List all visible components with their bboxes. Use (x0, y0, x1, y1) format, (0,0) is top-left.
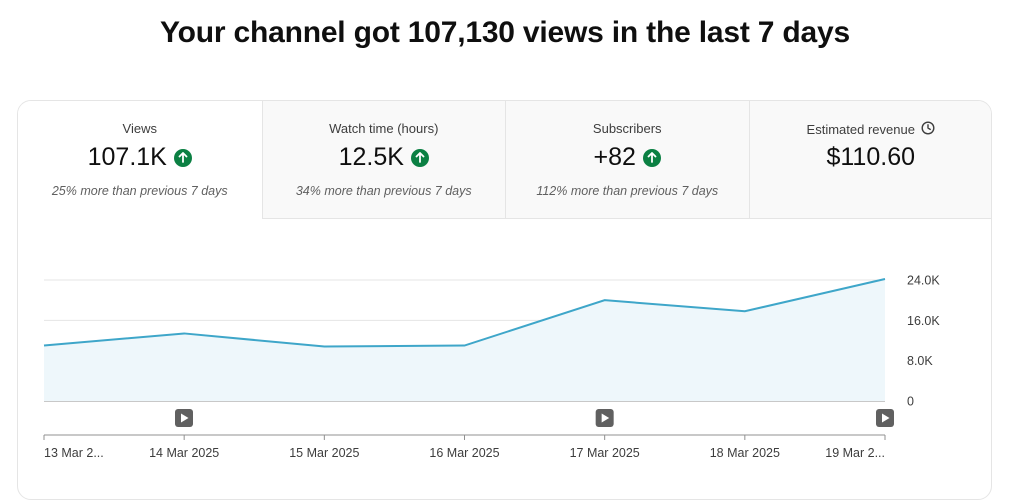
chart-area-fill (44, 278, 885, 401)
x-tick-label: 16 Mar 2025 (429, 446, 499, 460)
y-tick-label: 16.0K (907, 314, 940, 328)
tab-estimated-revenue[interactable]: Estimated revenue $110.60 (748, 101, 991, 219)
arrow-up-icon (173, 148, 192, 167)
video-marker-icon[interactable] (175, 409, 193, 427)
tab-comparison-note: 34% more than previous 7 days (295, 184, 472, 198)
x-tick-label: 13 Mar 2... (44, 446, 104, 460)
video-markers (175, 409, 894, 427)
views-chart: 24.0K 16.0K 8.0K 0 13 Mar 2... 14 Mar 2025 15… (43, 274, 940, 460)
x-tick-label: 18 Mar 2025 (710, 446, 780, 460)
tab-label: Estimated revenue (806, 122, 915, 137)
y-axis-ticks: 24.0K 16.0K 8.0K 0 (907, 274, 940, 409)
tab-value: $110.60 (826, 143, 915, 171)
tab-value: +82 (593, 143, 636, 171)
tab-value: 107.1K (87, 143, 167, 171)
tab-watch-time[interactable]: Watch time (hours) 12.5K 34% more than p… (261, 101, 505, 219)
x-tick-label: 17 Mar 2025 (570, 446, 640, 460)
arrow-up-icon (642, 148, 661, 167)
page-title: Your channel got 107,130 views in the la… (160, 16, 850, 49)
x-axis-ticks: 13 Mar 2... 14 Mar 2025 15 Mar 2025 16 Mar … (43, 435, 886, 460)
chart-line-series (43, 278, 886, 348)
tab-label: Subscribers (592, 121, 662, 136)
y-tick-label: 0 (907, 395, 914, 409)
tab-label: Views (122, 121, 157, 136)
clock-icon[interactable] (921, 121, 935, 138)
x-tick-label: 14 Mar 2025 (149, 446, 219, 460)
y-tick-label: 24.0K (907, 274, 940, 288)
tab-value: 12.5K (338, 143, 404, 171)
tab-comparison-note: 25% more than previous 7 days (51, 184, 228, 198)
tab-label: Watch time (hours) (329, 121, 439, 136)
metric-tabs: Views 107.1K 25% more than previous 7 da… (18, 101, 991, 219)
arrow-up-icon (410, 148, 429, 167)
video-marker-icon[interactable] (595, 409, 614, 427)
tab-views[interactable]: Views 107.1K 25% more than previous 7 da… (18, 101, 262, 219)
video-marker-icon[interactable] (876, 409, 894, 427)
y-tick-label: 8.0K (907, 354, 933, 368)
tab-comparison-note: 112% more than previous 7 days (536, 184, 719, 198)
tab-subscribers[interactable]: Subscribers +82 112% more than previous … (505, 101, 749, 219)
x-tick-label: 15 Mar 2025 (289, 446, 359, 460)
x-tick-label: 19 Mar 2... (825, 446, 885, 460)
